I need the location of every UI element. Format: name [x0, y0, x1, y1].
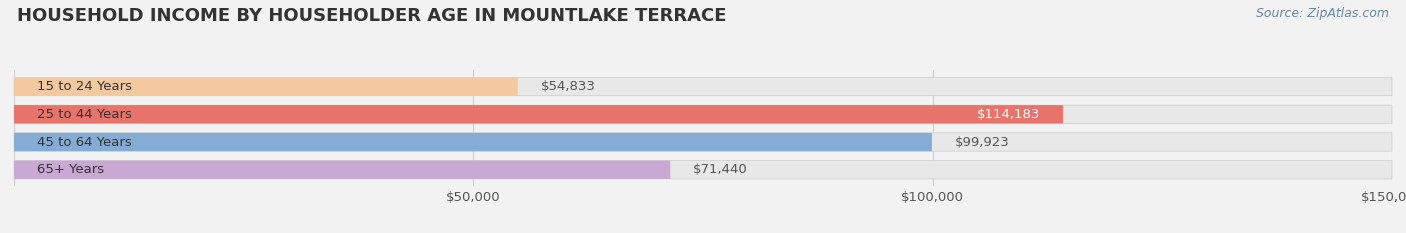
FancyBboxPatch shape	[14, 133, 932, 151]
Text: $71,440: $71,440	[693, 163, 748, 176]
Text: $114,183: $114,183	[977, 108, 1040, 121]
Text: 45 to 64 Years: 45 to 64 Years	[37, 136, 132, 148]
Text: 25 to 44 Years: 25 to 44 Years	[37, 108, 132, 121]
FancyBboxPatch shape	[14, 105, 1063, 123]
FancyBboxPatch shape	[14, 77, 1392, 96]
Text: $99,923: $99,923	[955, 136, 1010, 148]
Text: HOUSEHOLD INCOME BY HOUSEHOLDER AGE IN MOUNTLAKE TERRACE: HOUSEHOLD INCOME BY HOUSEHOLDER AGE IN M…	[17, 7, 727, 25]
FancyBboxPatch shape	[14, 161, 671, 179]
Text: 15 to 24 Years: 15 to 24 Years	[37, 80, 132, 93]
Text: 65+ Years: 65+ Years	[37, 163, 104, 176]
FancyBboxPatch shape	[14, 77, 517, 96]
Text: $54,833: $54,833	[541, 80, 596, 93]
Text: Source: ZipAtlas.com: Source: ZipAtlas.com	[1256, 7, 1389, 20]
FancyBboxPatch shape	[14, 105, 1392, 123]
FancyBboxPatch shape	[14, 133, 1392, 151]
FancyBboxPatch shape	[14, 161, 1392, 179]
